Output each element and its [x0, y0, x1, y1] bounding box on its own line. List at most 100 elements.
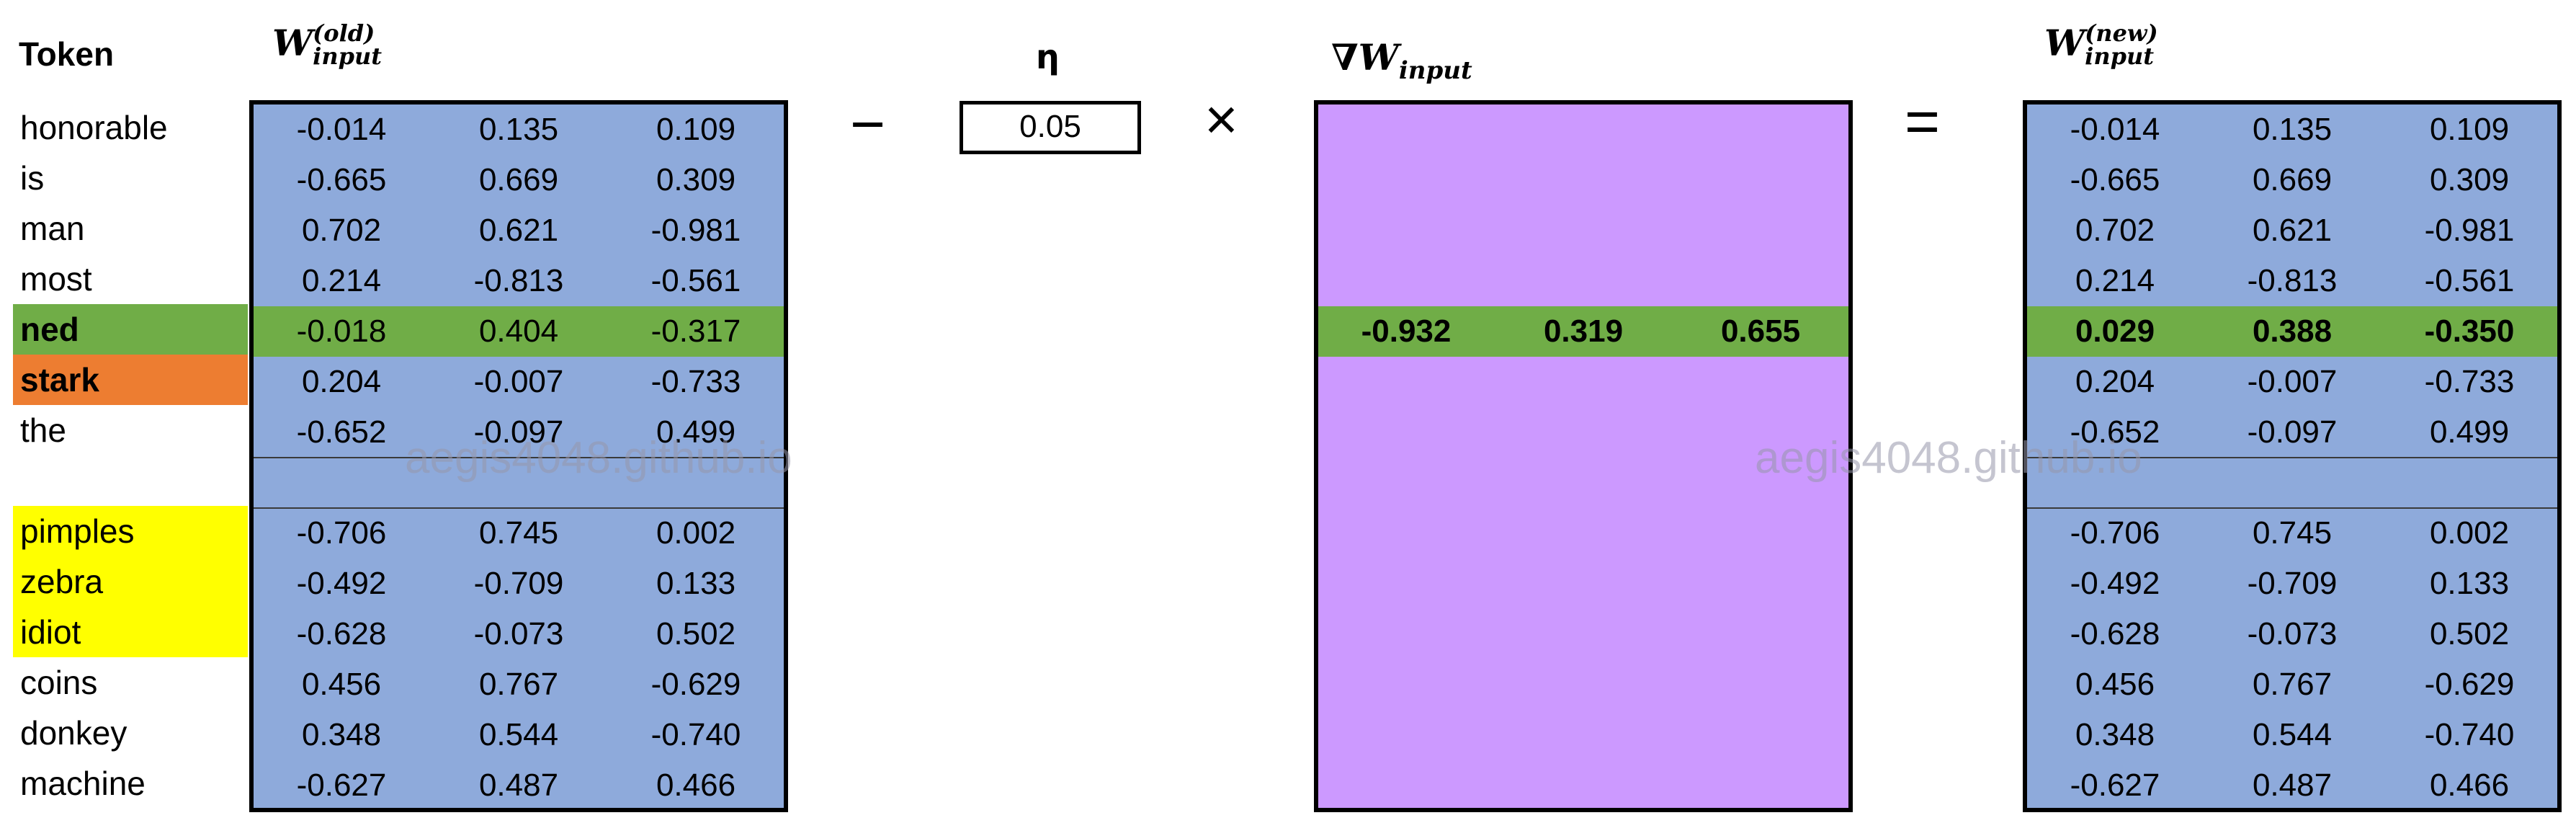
w-old-value: 0.456 — [301, 667, 382, 702]
matrix-row: -0.492 -0.709 0.133 — [2027, 559, 2557, 609]
matrix-row: 0.204 -0.007 -0.733 — [254, 357, 784, 407]
w-new-value: -0.709 — [2247, 566, 2338, 601]
w-new-value: 0.214 — [2075, 263, 2155, 298]
w-old-value: 0.404 — [478, 313, 559, 349]
w-old-value: 0.466 — [656, 768, 736, 803]
w-old-value: -0.007 — [473, 364, 564, 399]
w-old-value: 0.745 — [478, 515, 559, 551]
w-old-value: 0.214 — [301, 263, 382, 298]
matrix-row: 0.214 -0.813 -0.561 — [254, 256, 784, 306]
w-old-sub: input — [313, 43, 382, 70]
matrix-row: 0.029 0.388 -0.350 — [2027, 306, 2557, 357]
matrix-row: -0.627 0.487 0.466 — [254, 760, 784, 811]
w-new-value: -0.665 — [2070, 162, 2160, 197]
w-old-value: 0.002 — [656, 515, 736, 551]
w-new-value: -0.007 — [2247, 364, 2338, 399]
equals-operator: = — [1905, 87, 1941, 155]
w-new-value: 0.621 — [2252, 213, 2333, 248]
minus-operator: − — [850, 90, 886, 158]
token-label: honorable — [20, 109, 168, 146]
token-label: pimples — [13, 506, 248, 556]
token-label: man — [20, 210, 85, 247]
w-old-value: -0.652 — [296, 414, 387, 450]
token-label: is — [20, 159, 45, 197]
w-new-value: -0.097 — [2247, 414, 2338, 450]
gradient-value: 0.319 — [1543, 313, 1624, 349]
w-new-header: W (new) input — [2044, 22, 2158, 68]
w-new-value: -0.073 — [2247, 616, 2338, 651]
token-label: donkey — [20, 714, 128, 752]
watermark-right: aegis4048.github.io — [1755, 433, 2142, 483]
w-new-value: 0.133 — [2429, 566, 2510, 601]
w-old-value: -0.813 — [473, 263, 564, 298]
w-new-value: 0.204 — [2075, 364, 2155, 399]
w-old-header: W (old) input — [272, 22, 382, 68]
separator-line — [254, 507, 784, 509]
matrix-row — [1318, 710, 1848, 760]
w-new-value — [2383, 458, 2556, 508]
w-new-base: W — [2044, 22, 2085, 64]
token-label: machine — [20, 765, 146, 802]
w-old-value: 0.348 — [301, 717, 382, 752]
token-column-header: Token — [19, 35, 115, 73]
w-new-value: -0.629 — [2424, 667, 2515, 702]
w-old-value: -0.733 — [650, 364, 741, 399]
token-label: most — [20, 260, 92, 298]
w-old-value: 0.204 — [301, 364, 382, 399]
matrix-row — [1318, 760, 1848, 811]
w-old-value: -0.561 — [650, 263, 741, 298]
w-old-sup: (old) — [313, 19, 375, 47]
matrix-row: -0.652 -0.097 0.499 — [2027, 407, 2557, 458]
matrix-row: -0.492 -0.709 0.133 — [254, 559, 784, 609]
matrix-row: -0.018 0.404 -0.317 — [254, 306, 784, 357]
w-new-sup: (new) — [2085, 19, 2158, 47]
w-new-value: -0.813 — [2247, 263, 2338, 298]
token-label: idiot — [13, 607, 248, 657]
matrix-row: 0.348 0.544 -0.740 — [2027, 710, 2557, 760]
w-new-sub: input — [2085, 43, 2154, 70]
token-label — [13, 455, 248, 506]
w-old-value: -0.981 — [650, 213, 741, 248]
w-new-value: 0.702 — [2075, 213, 2155, 248]
matrix-row: 0.214 -0.813 -0.561 — [2027, 256, 2557, 306]
w-new-value: 0.466 — [2429, 768, 2510, 803]
w-new-value: -0.628 — [2070, 616, 2160, 651]
gradient-sub: input — [1398, 56, 1472, 85]
w-old-value: -0.629 — [650, 667, 741, 702]
w-old-value: -0.740 — [650, 717, 741, 752]
matrix-row: 0.456 0.767 -0.629 — [254, 659, 784, 710]
w-old-value: -0.018 — [296, 313, 387, 349]
matrix-row: -0.665 0.669 0.309 — [254, 155, 784, 205]
w-new-value: -0.981 — [2424, 213, 2515, 248]
matrix-row — [1318, 104, 1848, 155]
matrix-row — [1318, 559, 1848, 609]
w-new-value: -0.733 — [2424, 364, 2515, 399]
w-new-value: 0.745 — [2252, 515, 2333, 551]
matrix-row: 0.702 0.621 -0.981 — [2027, 205, 2557, 256]
matrix-row: -0.628 -0.073 0.502 — [254, 609, 784, 659]
w-new-value: 0.109 — [2429, 112, 2510, 147]
w-new-value: 0.544 — [2252, 717, 2333, 752]
times-operator: × — [1204, 87, 1238, 151]
w-old-value: 0.669 — [478, 162, 559, 197]
matrix-row: -0.627 0.487 0.466 — [2027, 760, 2557, 811]
w-old-value: -0.073 — [473, 616, 564, 651]
matrix-row: -0.014 0.135 0.109 — [254, 104, 784, 155]
matrix-row: -0.706 0.745 0.002 — [254, 508, 784, 559]
matrix-row — [1318, 659, 1848, 710]
w-old-value: 0.544 — [478, 717, 559, 752]
w-new-value: -0.627 — [2070, 768, 2160, 803]
watermark-left: aegis4048.github.io — [405, 433, 792, 483]
w-new-value: -0.492 — [2070, 566, 2160, 601]
w-old-value: -0.492 — [296, 566, 387, 601]
separator-line — [2027, 507, 2557, 509]
w-old-value: -0.097 — [473, 414, 564, 450]
w-new-value: -0.350 — [2424, 313, 2515, 349]
gradient-base: W — [1358, 36, 1399, 79]
nabla-symbol: ∇ — [1331, 36, 1359, 79]
matrix-row: -0.706 0.745 0.002 — [2027, 508, 2557, 559]
w-old-value: -0.014 — [296, 112, 387, 147]
w-old-value: -0.709 — [473, 566, 564, 601]
w-new-value: 0.767 — [2252, 667, 2333, 702]
w-old-value — [255, 458, 428, 508]
